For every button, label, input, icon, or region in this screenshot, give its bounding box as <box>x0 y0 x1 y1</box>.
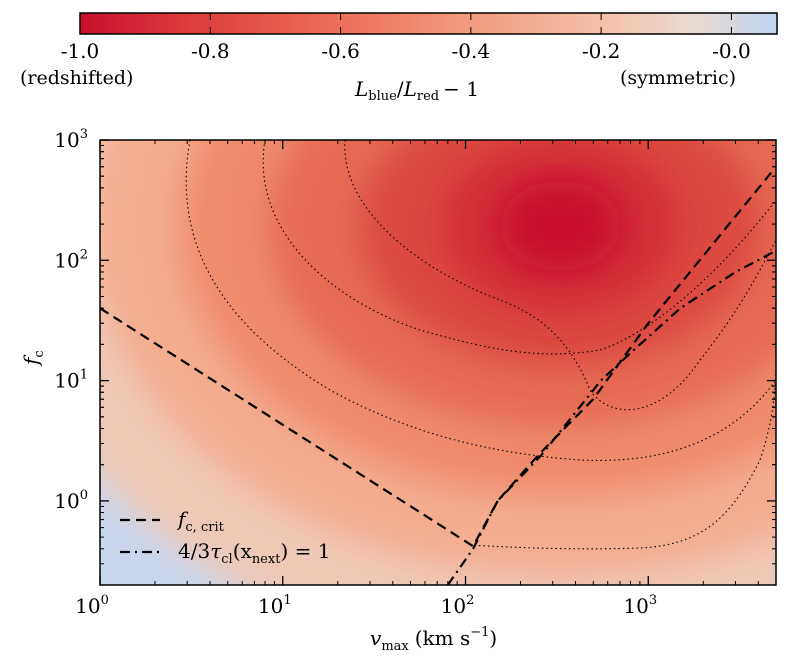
x-tick-label-0: 100 <box>75 593 109 618</box>
legend: fc, crit 4/3τcl(xnext) = 1 <box>120 507 330 567</box>
series-line-f-c-crit <box>100 166 776 548</box>
contour-3 <box>469 359 776 550</box>
colorbar-tick-label-0: -1.0 <box>61 39 100 63</box>
colorbar-tick-label-2: -0.6 <box>321 39 360 63</box>
contour-0 <box>185 140 776 462</box>
colorbar-note-redshifted: (redshifted) <box>20 67 133 89</box>
plot-frame <box>99 139 777 586</box>
contour-1 <box>262 140 776 355</box>
colorbar: -1.0 -0.8 -0.6 -0.4 -0.2 -0.0 (redshifted) (s… <box>20 12 778 104</box>
field-level-6 <box>500 180 621 271</box>
y-tick-label-3: 103 <box>54 127 88 152</box>
colorbar-ticks: -1.0 -0.8 -0.6 -0.4 -0.2 -0.0 <box>61 13 751 63</box>
y-tick-label-2: 102 <box>54 247 88 272</box>
colorbar-tick-label-4: -0.2 <box>582 39 621 63</box>
y-tick-label-1: 101 <box>54 368 88 393</box>
colorbar-tick-label-3: -0.4 <box>452 39 491 63</box>
y-axis-label: fc <box>19 350 47 367</box>
x-tick-label-3: 103 <box>623 593 657 618</box>
legend-label-tau: 4/3τcl(xnext) = 1 <box>178 539 330 567</box>
y-axis-ticks: 100 101 102 103 <box>54 127 776 586</box>
colorbar-note-symmetric: (symmetric) <box>620 67 736 89</box>
colorbar-gradient <box>79 12 778 35</box>
colorbar-label: Lblue/Lred − 1 <box>354 77 479 104</box>
colorbar-tick-label-5: -0.0 <box>712 39 751 63</box>
contours <box>185 140 776 550</box>
x-tick-label-1: 101 <box>258 593 292 618</box>
y-tick-label-0: 100 <box>54 488 88 513</box>
x-axis-ticks: 100 101 102 103 <box>75 140 777 618</box>
series <box>100 166 776 585</box>
x-axis-label: vmax (km s−1) <box>370 625 497 654</box>
colorbar-tick-label-1: -0.8 <box>191 39 230 63</box>
x-tick-label-2: 102 <box>441 593 475 618</box>
contour-2 <box>344 140 776 411</box>
